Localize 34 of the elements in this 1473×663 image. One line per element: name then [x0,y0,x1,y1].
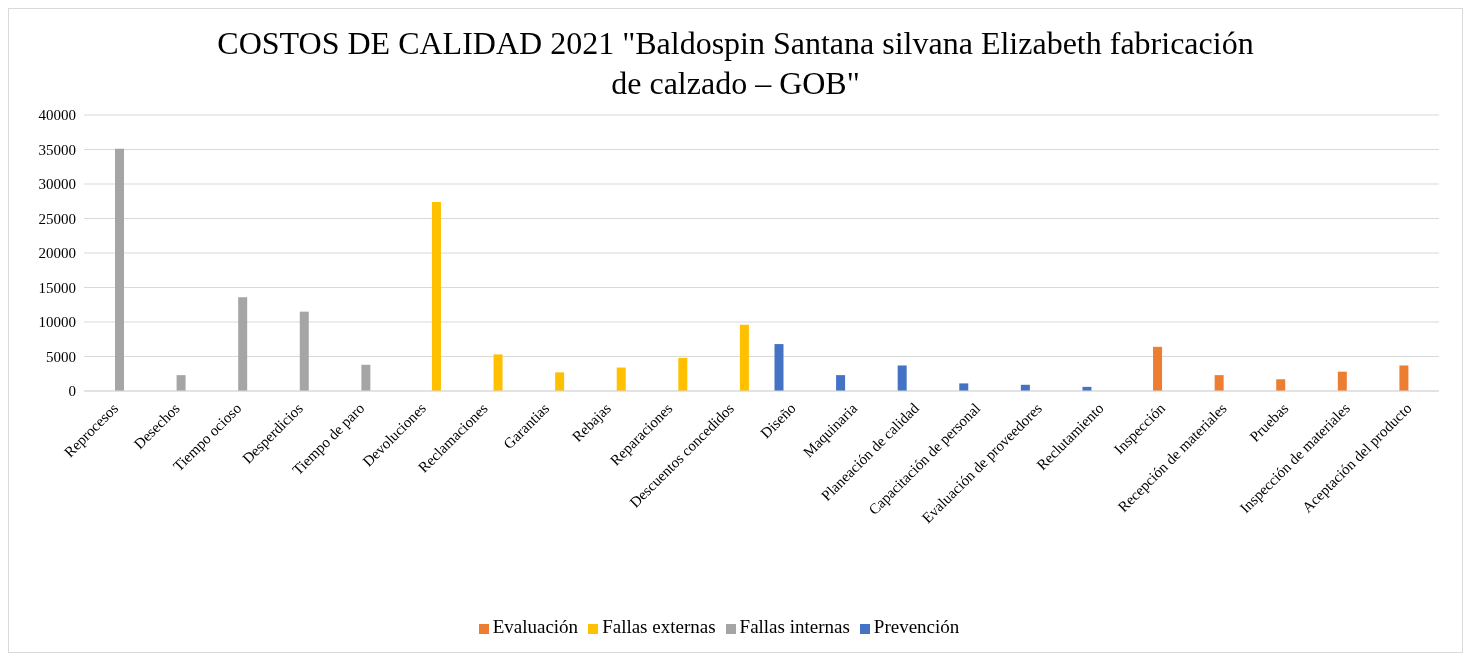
y-tick-label: 40000 [38,107,76,124]
bar [739,324,749,391]
legend-label: Prevención [873,616,960,637]
bar [176,375,186,391]
bar [774,344,784,391]
y-tick-label: 15000 [38,279,76,296]
bar [836,375,846,391]
y-tick-label: 20000 [38,245,76,262]
bar [1214,375,1224,391]
bar [431,201,441,391]
y-tick-label: 0 [68,383,76,400]
bar [361,364,371,391]
bar [678,357,688,391]
bar [616,367,626,391]
bar [1337,371,1347,391]
chart-title: COSTOS DE CALIDAD 2021 "Baldospin Santana silvana Elizabeth fabricación de calzado – GOB" [216,24,1255,103]
y-tick-label: 35000 [38,141,76,158]
bar [1399,365,1409,391]
bar [959,383,969,391]
y-tick-label: 10000 [38,314,76,331]
y-tick-label: 30000 [38,176,76,193]
y-tick-label: 25000 [38,210,76,227]
bar [1153,346,1163,391]
bar [555,372,565,391]
bar [238,297,248,391]
legend-label: Fallas internas [739,616,850,637]
bar [299,311,309,391]
bar [897,365,907,391]
legend-label: Fallas externas [602,616,716,637]
bar [493,354,503,391]
bar [115,148,124,391]
y-tick-label: 5000 [46,348,76,365]
legend-label: Evaluación [492,616,579,637]
bar [1276,379,1286,391]
